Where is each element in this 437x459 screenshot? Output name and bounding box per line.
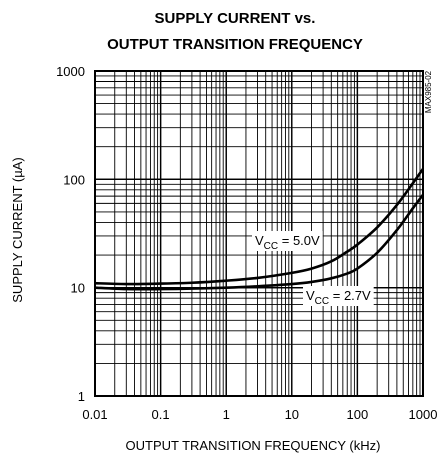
series-label-text: VCC = 2.7V <box>306 288 371 307</box>
series-label-value: = 2.7V <box>329 288 371 303</box>
series-label-main: V <box>255 233 264 248</box>
y-tick-label: 1 <box>78 389 85 404</box>
chart-title-line1: SUPPLY CURRENT vs. <box>155 10 316 27</box>
series-label-vcc-5v: VCC = 5.0V <box>252 231 323 252</box>
y-axis-label: SUPPLY CURRENT (µA) <box>10 157 25 302</box>
x-axis-label: OUTPUT TRANSITION FREQUENCY (kHz) <box>126 438 381 453</box>
plot-frame <box>94 70 424 397</box>
series-label-value: = 5.0V <box>278 233 320 248</box>
series-label-background <box>252 231 323 251</box>
series-label-background <box>303 286 374 306</box>
y-tick-label: 1000 <box>56 64 85 79</box>
series-line-vcc-5v <box>94 168 425 286</box>
x-tick-label: 0.1 <box>152 407 170 422</box>
y-tick-label: 10 <box>71 281 85 296</box>
series-label-main: V <box>306 288 315 303</box>
series-label-text: VCC = 5.0V <box>255 233 320 252</box>
x-tick-labels: 0.01 0.1 1 10 100 1000 <box>82 407 437 422</box>
x-tick-label: 1 <box>223 407 230 422</box>
series-group <box>94 168 425 291</box>
series-label-vcc-2-7v: VCC = 2.7V <box>303 286 374 307</box>
plot-grid <box>94 70 424 397</box>
chart-title-line2: OUTPUT TRANSITION FREQUENCY <box>107 36 363 53</box>
x-tick-label: 100 <box>347 407 369 422</box>
y-tick-label: 100 <box>63 172 85 187</box>
series-label-subscript: CC <box>315 296 329 307</box>
series-label-subscript: CC <box>264 241 278 252</box>
y-tick-labels: 1 10 100 1000 <box>56 64 85 404</box>
figure-watermark: MAX985-02 <box>424 70 433 113</box>
x-tick-label: 10 <box>285 407 299 422</box>
x-tick-label: 0.01 <box>82 407 107 422</box>
x-tick-label: 1000 <box>409 407 437 422</box>
series-line-vcc-2-7v <box>94 194 425 291</box>
